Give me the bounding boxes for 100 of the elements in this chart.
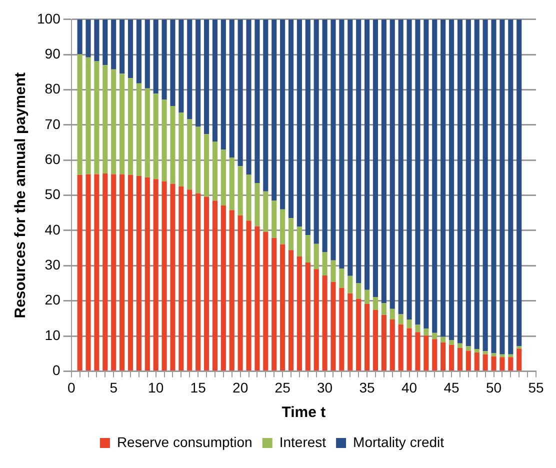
bar (356, 298, 362, 370)
bar (500, 19, 505, 354)
bar (448, 340, 454, 345)
bar (128, 19, 134, 78)
bar (415, 19, 420, 325)
bar (305, 19, 310, 236)
bar (457, 19, 462, 344)
bar (466, 19, 471, 346)
x-tick-label: 0 (67, 379, 76, 396)
bar (398, 314, 404, 324)
x-tick-label: 20 (232, 379, 248, 396)
x-tick-label: 25 (274, 379, 291, 396)
bar (170, 19, 176, 106)
bar (187, 119, 192, 190)
bar (120, 19, 125, 74)
bar (229, 210, 234, 370)
bar (111, 69, 116, 174)
y-tick-label: 90 (44, 45, 61, 62)
x-tick-label: 15 (190, 379, 206, 396)
bar (482, 354, 488, 370)
x-tick-label: 5 (110, 379, 118, 396)
bar (280, 209, 286, 244)
bar (272, 238, 277, 370)
x-axis-title: Time t (282, 404, 326, 422)
bar (238, 19, 243, 166)
y-tick-label: 60 (44, 150, 61, 167)
bar (356, 19, 362, 284)
y-tick-label: 0 (52, 362, 61, 378)
y-tick-label: 40 (44, 221, 61, 238)
bar (263, 232, 268, 370)
bar (500, 357, 505, 370)
bar (339, 19, 344, 268)
bar (136, 176, 142, 370)
bar (212, 19, 218, 142)
legend-label: Reserve consumption (116, 434, 252, 450)
bar (254, 182, 260, 226)
bar (246, 174, 252, 221)
bar (162, 19, 167, 100)
bar (381, 303, 386, 315)
bar (272, 200, 277, 238)
x-tick-label: 40 (401, 379, 418, 396)
bar (196, 19, 201, 127)
bar (296, 19, 302, 227)
bar (288, 250, 294, 370)
bar (296, 256, 302, 370)
bar (178, 186, 184, 370)
bar (102, 65, 108, 174)
bar (280, 19, 286, 210)
bar (305, 235, 310, 262)
y-tick-label: 80 (44, 80, 61, 97)
bar (178, 19, 184, 113)
bar (474, 19, 480, 350)
bar (111, 174, 116, 370)
y-tick-label: 20 (44, 292, 61, 308)
bar (424, 19, 429, 329)
legend-label: Interest (279, 434, 326, 450)
bar (348, 19, 353, 276)
legend-label: Mortality credit (353, 434, 444, 450)
bar (440, 342, 446, 370)
bar (491, 353, 496, 356)
bar (305, 262, 310, 370)
bar (280, 244, 286, 370)
bar (263, 191, 268, 232)
bar (272, 19, 277, 201)
bar (390, 308, 395, 320)
bar (196, 126, 201, 194)
bar (212, 141, 218, 201)
bar (508, 19, 514, 354)
bar (263, 19, 268, 192)
bar (448, 344, 454, 370)
bar (457, 343, 462, 348)
bar (128, 78, 134, 175)
bar (220, 19, 226, 150)
bar (440, 19, 446, 337)
bar (94, 174, 100, 370)
bar (364, 19, 370, 290)
bar (144, 19, 150, 88)
bar (424, 328, 429, 336)
bar (432, 332, 438, 340)
x-tick-label: 35 (359, 379, 376, 396)
bar (204, 196, 210, 370)
bar (314, 269, 319, 370)
bar (482, 19, 488, 352)
bar (330, 260, 336, 282)
bar (77, 19, 82, 54)
bar (196, 193, 201, 370)
y-tick-label: 100 (37, 10, 61, 26)
bar (372, 19, 378, 297)
bar (229, 158, 234, 210)
bar (474, 349, 480, 353)
bar (474, 352, 480, 370)
bar (144, 88, 150, 178)
bar (424, 336, 429, 370)
x-tick-label: 30 (317, 379, 333, 396)
bar (77, 54, 82, 175)
y-tick-label: 70 (44, 116, 61, 132)
y-tick-label: 30 (44, 256, 61, 273)
bar (220, 150, 226, 206)
bar (339, 268, 344, 288)
bar (254, 226, 260, 370)
